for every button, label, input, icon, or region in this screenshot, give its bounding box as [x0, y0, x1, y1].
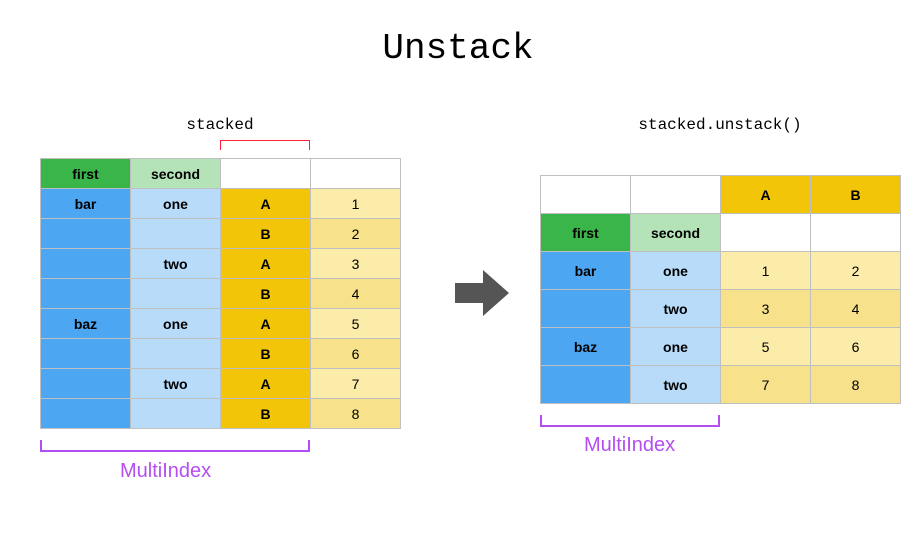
value-cell: 8: [811, 366, 901, 404]
hdr-first: first: [541, 214, 631, 252]
table-row: B 6: [41, 339, 401, 369]
value-cell: 5: [311, 309, 401, 339]
table-row: B 4: [41, 279, 401, 309]
table-row: two 7 8: [541, 366, 901, 404]
value-cell: 8: [311, 399, 401, 429]
value-cell: 7: [721, 366, 811, 404]
table-row: first second: [41, 159, 401, 189]
inner-idx: A: [221, 369, 311, 399]
table-row: first second: [541, 214, 901, 252]
idx-first: [541, 290, 631, 328]
inner-idx: A: [221, 189, 311, 219]
page-title: Unstack: [0, 28, 916, 69]
value-cell: 4: [311, 279, 401, 309]
idx-second: one: [631, 328, 721, 366]
value-cell: 7: [311, 369, 401, 399]
value-cell: 3: [311, 249, 401, 279]
table-row: two 3 4: [541, 290, 901, 328]
idx-second: two: [131, 369, 221, 399]
idx-first: [41, 219, 131, 249]
value-cell: 3: [721, 290, 811, 328]
idx-second: one: [131, 189, 221, 219]
idx-second: two: [631, 290, 721, 328]
table-row: bar one A 1: [41, 189, 401, 219]
idx-second: one: [131, 309, 221, 339]
table-row: B 2: [41, 219, 401, 249]
blank-cell: [811, 214, 901, 252]
right-subtitle: stacked.unstack(): [540, 116, 900, 134]
value-cell: 6: [311, 339, 401, 369]
idx-second: [131, 339, 221, 369]
value-cell: 2: [311, 219, 401, 249]
idx-first: bar: [541, 252, 631, 290]
col-header: A: [721, 176, 811, 214]
value-cell: 4: [811, 290, 901, 328]
value-cell: 5: [721, 328, 811, 366]
inner-idx: B: [221, 219, 311, 249]
table-row: A B: [541, 176, 901, 214]
left-subtitle: stacked: [40, 116, 400, 134]
inner-idx: A: [221, 309, 311, 339]
idx-second: [131, 399, 221, 429]
blank-cell: [221, 159, 311, 189]
idx-second: [131, 219, 221, 249]
idx-first: baz: [41, 309, 131, 339]
table-row: baz one 5 6: [541, 328, 901, 366]
inner-idx: B: [221, 339, 311, 369]
idx-second: two: [131, 249, 221, 279]
table-row: two A 3: [41, 249, 401, 279]
unstacked-table: A B first second bar one 1 2 two 3 4 baz…: [540, 175, 901, 404]
multiindex-bracket-right: [540, 415, 720, 427]
idx-first: [541, 366, 631, 404]
idx-first: [41, 339, 131, 369]
blank-cell: [631, 176, 721, 214]
inner-idx: B: [221, 399, 311, 429]
blank-cell: [541, 176, 631, 214]
stacked-table: first second bar one A 1 B 2 two A 3 B 4…: [40, 158, 401, 429]
idx-first: [41, 279, 131, 309]
blank-cell: [311, 159, 401, 189]
table-row: two A 7: [41, 369, 401, 399]
idx-second: one: [631, 252, 721, 290]
multiindex-label-left: MultiIndex: [120, 460, 211, 483]
idx-first: [41, 369, 131, 399]
red-bracket: [220, 140, 310, 150]
value-cell: 6: [811, 328, 901, 366]
idx-first: [41, 399, 131, 429]
inner-idx: B: [221, 279, 311, 309]
idx-second: two: [631, 366, 721, 404]
idx-first: bar: [41, 189, 131, 219]
hdr-second: second: [131, 159, 221, 189]
value-cell: 1: [721, 252, 811, 290]
table-row: B 8: [41, 399, 401, 429]
value-cell: 1: [311, 189, 401, 219]
idx-first: [41, 249, 131, 279]
hdr-first: first: [41, 159, 131, 189]
hdr-second: second: [631, 214, 721, 252]
multiindex-bracket-left: [40, 440, 310, 452]
arrow-icon: [455, 270, 509, 316]
idx-second: [131, 279, 221, 309]
blank-cell: [721, 214, 811, 252]
idx-first: baz: [541, 328, 631, 366]
multiindex-label-right: MultiIndex: [584, 434, 675, 457]
col-header: B: [811, 176, 901, 214]
table-row: bar one 1 2: [541, 252, 901, 290]
table-row: baz one A 5: [41, 309, 401, 339]
value-cell: 2: [811, 252, 901, 290]
inner-idx: A: [221, 249, 311, 279]
